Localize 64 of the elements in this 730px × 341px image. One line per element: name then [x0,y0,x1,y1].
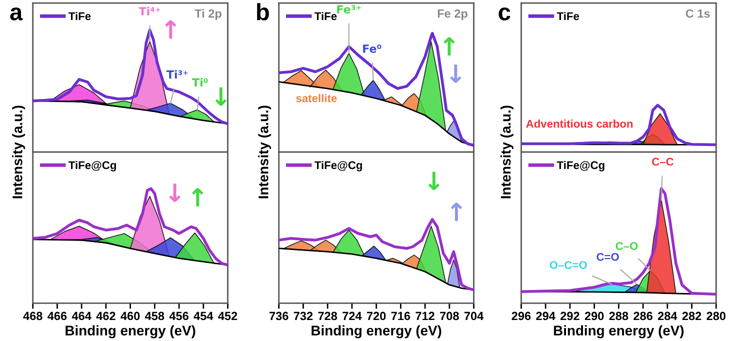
text: b [257,3,269,20]
annotation: C–O [616,242,638,250]
annotation: ↑ [164,20,176,39]
x-tick-label: 466 [48,312,67,320]
text: Fe 2p [438,9,468,20]
annotation: C–C [652,158,674,166]
x-tick-label: 292 [560,312,580,320]
y-axis-title: Intensity (a.u.) [258,106,272,198]
annotation: ↑ [192,188,204,206]
legend-label: TiFe [314,12,337,20]
x-tick-label: 288 [609,312,628,320]
x-tick-label: 460 [120,312,140,320]
annotation: satellite [296,94,337,102]
x-tick-label: 728 [318,312,338,320]
annotation: Ti³⁺ [166,70,188,79]
legend-label: TiFe@Cg [314,160,362,172]
x-tick-label: 452 [218,312,238,320]
x-tick-label: 462 [96,312,116,320]
x-tick-label: 282 [682,312,702,320]
legend-label: TiFe@Cg [68,160,116,172]
x-tick-label: 716 [391,312,410,320]
annotation: ↑ [450,202,462,222]
annotation: Adventitious carbon [526,120,633,128]
x-tick-label: 296 [512,312,531,320]
annotation: ↓ [428,172,440,190]
x-axis-title: Binding energy (eV) [66,325,196,338]
y-axis-title: Intensity (a.u.) [12,106,26,198]
x-tick-label: 286 [634,312,652,320]
x-axis-title: Binding energy (eV) [312,325,442,338]
x-tick-label: 724 [342,312,362,320]
x-tick-label: 720 [366,312,386,320]
x-tick-label: 456 [169,312,188,320]
x-tick-label: 712 [416,312,434,320]
legend-label: TiFe [556,12,580,20]
x-tick-label: 294 [536,312,556,320]
annotation: Fe⁰ [363,44,382,53]
x-tick-label: 464 [72,312,92,320]
text: Ti 2p [194,9,222,20]
text: c [498,7,510,20]
x-axis-title: Binding energy (eV) [554,325,684,338]
annotation: ↓ [169,184,180,202]
x-tick-label: 468 [23,312,42,320]
annotation: Ti⁴⁺ [138,6,160,16]
y-axis-title: Intensity (a.u.) [500,106,514,198]
x-tick-label: 708 [440,312,459,320]
x-tick-label: 280 [706,312,726,320]
annotation: C=O [596,252,619,261]
x-tick-label: 284 [658,312,678,320]
x-tick-label: 736 [270,312,288,320]
annotation: ↑ [444,37,455,56]
x-tick-label: 458 [145,312,164,320]
x-tick-label: 704 [464,312,484,320]
annotation: ↓ [215,87,227,106]
x-tick-label: 290 [584,312,604,320]
legend-label: TiFe [68,12,91,20]
x-tick-label: 454 [194,312,214,320]
annotation: Ti⁰ [192,78,208,86]
annotation: Fe³⁺ [337,5,361,14]
annotation: ↓ [450,64,462,83]
text: a [10,7,23,20]
x-tick-label: 732 [294,312,313,320]
legend-label: TiFe@Cg [556,160,604,172]
annotation: O–C=O [550,261,587,269]
text: C 1s [686,9,710,18]
